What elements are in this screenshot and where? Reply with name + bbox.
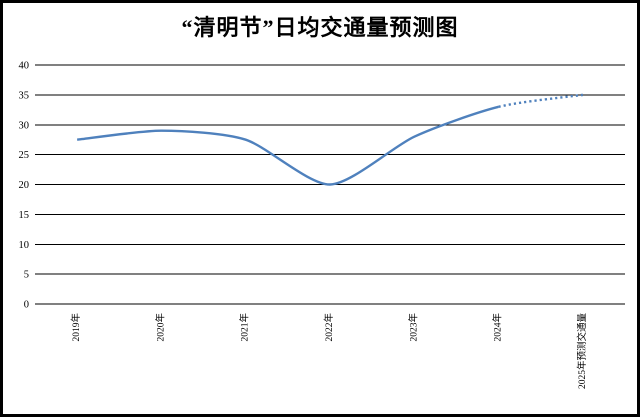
y-axis-tick-label: 40: [19, 61, 30, 72]
traffic-line-solid: [77, 105, 499, 186]
x-axis-tick-label: 2025年预测交通量: [576, 313, 588, 390]
x-axis-tick-label: 2019年: [70, 313, 82, 342]
traffic-forecast-line-dotted: [498, 93, 584, 108]
y-axis-tick-label: 10: [19, 240, 30, 251]
y-axis-tick-label: 30: [19, 120, 30, 131]
x-axis-tick-label: 2023年: [407, 313, 419, 342]
traffic-line-chart: 0 5 10 15 20 25 30 35 40 2019年 2020年 2021年 2022年 2023…: [19, 61, 625, 390]
x-axis-tick-label: 2022年: [323, 313, 335, 342]
y-axis-tick-label: 5: [24, 270, 29, 281]
y-axis-tick-label: 20: [19, 180, 30, 191]
y-axis-tick-label: 25: [19, 150, 30, 161]
y-axis-tick-label: 0: [24, 300, 29, 311]
chart-title: “清明节”日均交通量预测图: [181, 15, 459, 40]
x-axis-tick-label: 2020年: [154, 313, 166, 342]
y-axis-tick-label: 15: [19, 210, 30, 221]
y-axis-tick-label: 35: [19, 90, 30, 101]
x-axis-tick-label: 2021年: [239, 313, 251, 342]
x-axis-tick-label: 2024年: [492, 313, 504, 342]
